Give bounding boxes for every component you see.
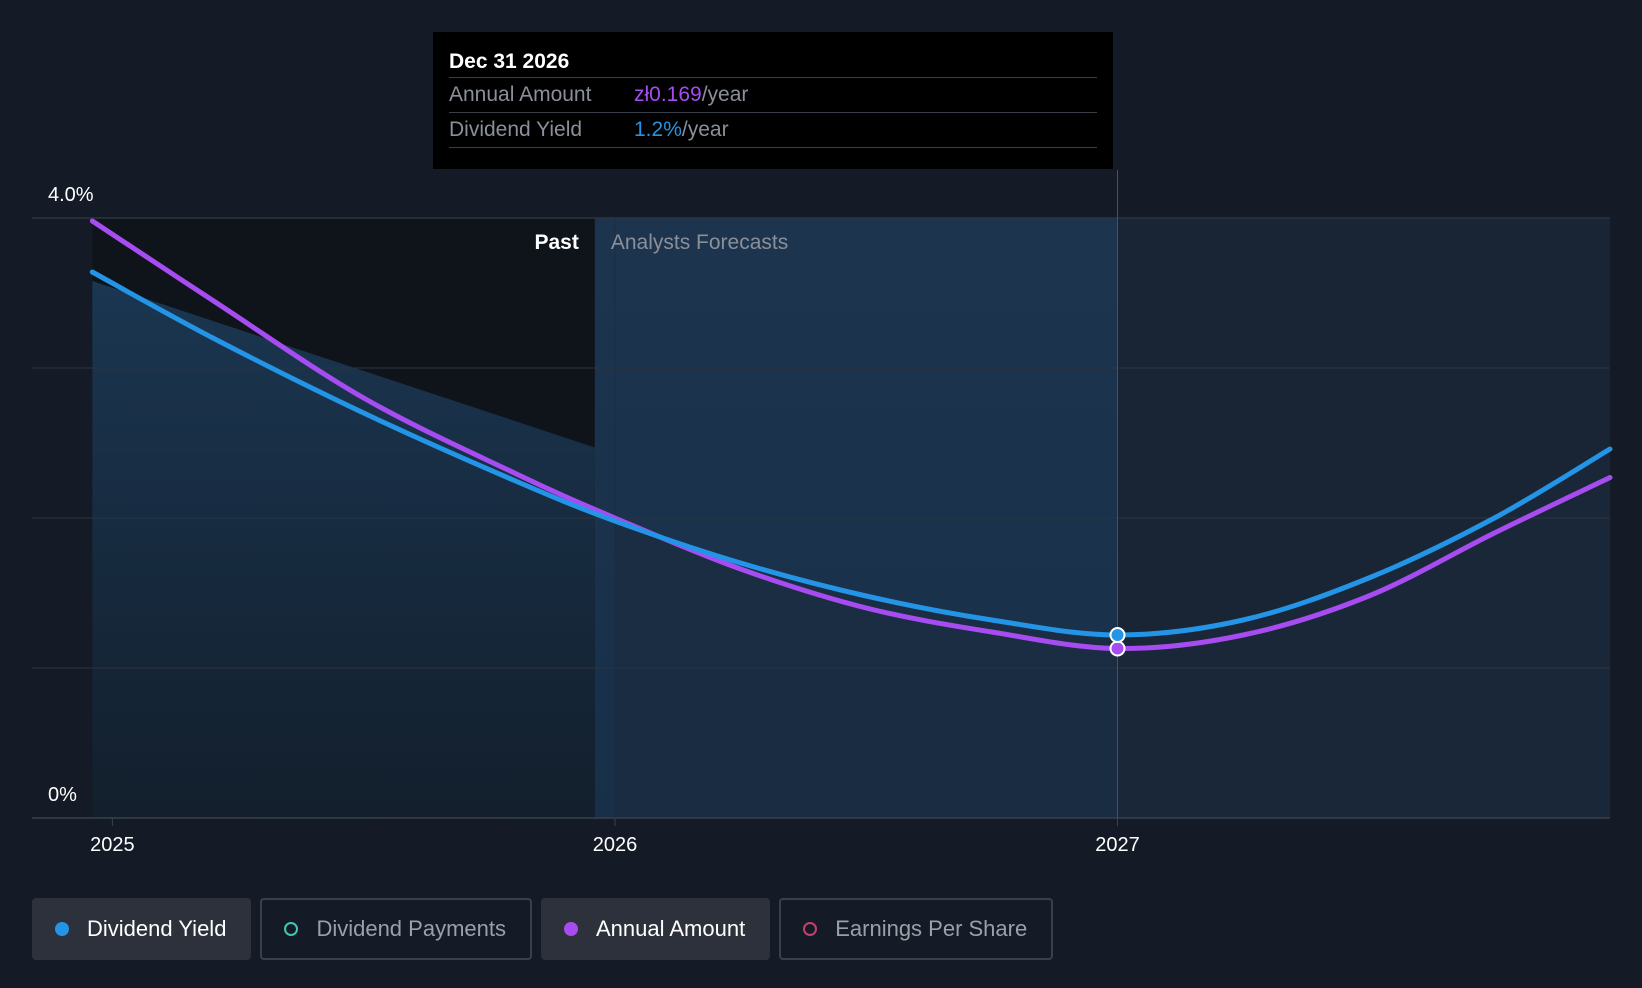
tooltip-label: Annual Amount: [449, 83, 592, 106]
legend-dividend-yield[interactable]: Dividend Yield: [32, 898, 252, 960]
legend-dot-icon: [563, 922, 578, 936]
hover-markers: [1109, 627, 1126, 657]
series-line-dividend-yield: [89, 269, 1613, 638]
tooltip-row-annual-amount: Annual Amount zł0.169 /year: [449, 77, 1097, 112]
legend-earnings-per-share[interactable]: Earnings Per Share: [779, 898, 1054, 960]
x-axis: 2025 2026 2027: [90, 818, 1140, 856]
series-lines: [89, 218, 1613, 652]
legend-annual-amount[interactable]: Annual Amount: [540, 898, 771, 960]
past-label: Past: [534, 231, 578, 254]
marker-annual-amount: [1109, 640, 1126, 657]
legend-ring-icon: [803, 922, 818, 936]
tooltip-suffix: /year: [701, 83, 749, 106]
marker-dividend-yield: [1109, 627, 1126, 643]
tooltip-value: zł0.169: [634, 83, 702, 106]
legend-label: Dividend Yield: [87, 916, 227, 941]
legend-ring-icon: [284, 922, 299, 936]
forecast-area: [614, 449, 1610, 818]
legend-label: Dividend Payments: [316, 916, 506, 941]
tooltip-suffix: /year: [681, 118, 729, 141]
past-area: [92, 281, 595, 818]
forecast-label: Analysts Forecasts: [611, 231, 788, 254]
series-line-annual-amount: [89, 218, 1613, 652]
tooltip-value: 1.2%: [634, 118, 682, 141]
x-tick-label: 2025: [90, 834, 135, 856]
x-tick-label: 2027: [1095, 834, 1140, 856]
legend-label: Earnings Per Share: [835, 916, 1028, 941]
legend-dot-icon: [55, 922, 69, 936]
x-tick-label: 2026: [593, 834, 638, 856]
y-tick-label-top: 4.0%: [48, 184, 94, 206]
y-tick-label-bottom: 0%: [48, 784, 77, 806]
legend-dividend-payments[interactable]: Dividend Payments: [260, 898, 532, 960]
tooltip: Dec 31 2026 Annual Amount zł0.169 /year …: [433, 32, 1113, 169]
tooltip-row-dividend-yield: Dividend Yield 1.2% /year: [449, 112, 1097, 148]
legend-label: Annual Amount: [595, 916, 746, 941]
tooltip-label: Dividend Yield: [449, 118, 583, 141]
grid-lines: [32, 217, 1610, 819]
legend: Dividend Yield Dividend Payments Annual …: [32, 898, 1054, 960]
tooltip-date: Dec 31 2026: [449, 50, 570, 73]
